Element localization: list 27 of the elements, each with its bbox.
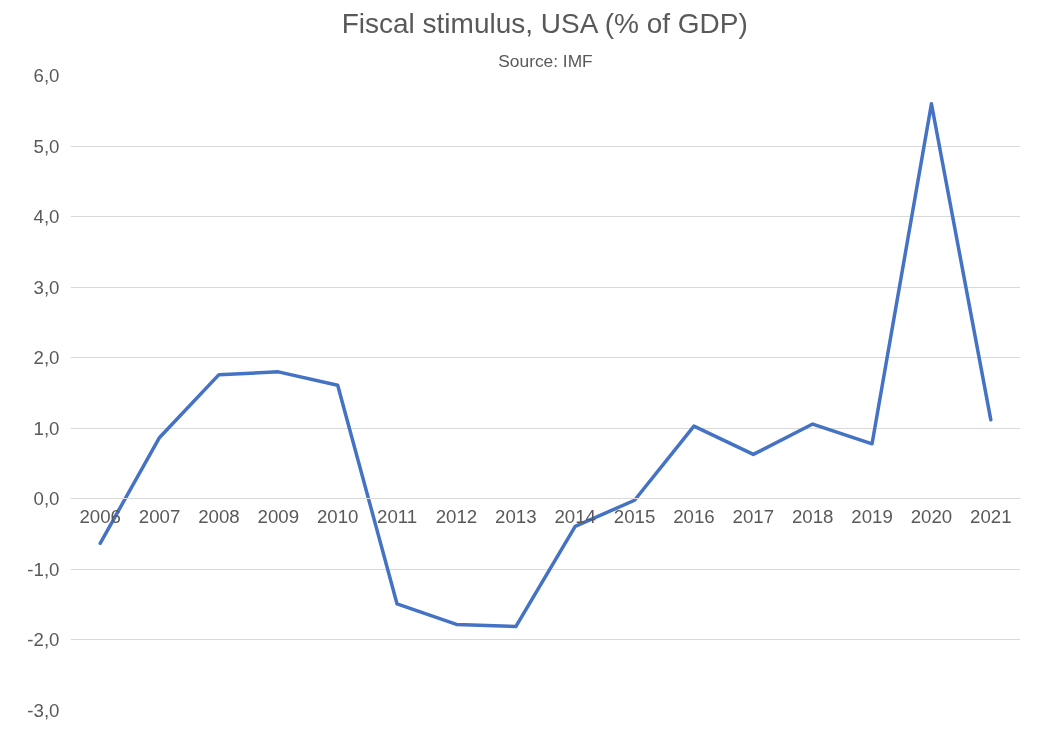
y-tick-label: 0,0: [33, 488, 60, 510]
x-tick-label: 2007: [138, 505, 181, 527]
y-tick-label: -3,0: [27, 700, 60, 721]
x-tick-label: 2011: [377, 505, 418, 527]
y-tick-label: 2,0: [33, 347, 60, 369]
x-tick-label: 2017: [732, 505, 775, 527]
x-tick-label: 2015: [613, 505, 656, 527]
y-tick-label: -1,0: [27, 558, 60, 580]
x-tick-label: 2012: [435, 505, 478, 527]
y-tick-label: -2,0: [27, 629, 60, 651]
chart-title: Fiscal stimulus, USA (% of GDP): [341, 7, 748, 39]
y-tick-label: 3,0: [33, 276, 60, 298]
x-tick-label: 2019: [851, 505, 893, 527]
x-tick-label: 2009: [257, 505, 300, 527]
y-tick-label: 6,0: [33, 65, 60, 86]
chart-subtitle: Source: IMF: [498, 50, 593, 71]
x-tick-label: 2008: [198, 505, 240, 527]
y-tick-label: 4,0: [33, 206, 60, 228]
x-tick-label: 2016: [673, 505, 715, 527]
x-tick-label: 2013: [495, 505, 537, 527]
x-tick-label: 2010: [316, 505, 359, 527]
x-tick-label: 2021: [970, 505, 1012, 527]
y-tick-label: 5,0: [33, 135, 60, 157]
x-tick-label: 2018: [791, 505, 834, 527]
y-tick-label: 1,0: [33, 417, 60, 439]
x-tick-label: 2014: [554, 505, 596, 527]
x-tick-label: 2020: [910, 505, 953, 527]
